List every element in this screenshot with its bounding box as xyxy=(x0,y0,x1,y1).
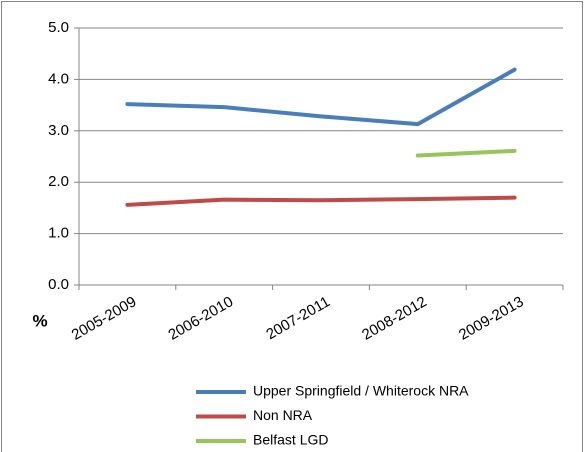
x-tick-label: 2008-2012 xyxy=(359,293,430,344)
y-axis-label: % xyxy=(32,311,47,330)
series-line xyxy=(125,195,517,207)
x-tick-label: 2006-2010 xyxy=(166,293,237,344)
y-tick-label: 5.0 xyxy=(48,19,69,36)
y-tick-label: 2.0 xyxy=(48,173,69,190)
series-line xyxy=(125,67,517,127)
x-tick-label: 2009-2013 xyxy=(456,293,527,344)
y-tick-label: 0.0 xyxy=(48,276,69,293)
x-tick-label: 2005-2009 xyxy=(69,293,140,344)
x-tick-label: 2007-2011 xyxy=(263,293,333,343)
legend-label: Upper Springfield / Whiterock NRA xyxy=(253,383,469,399)
y-tick-label: 4.0 xyxy=(48,70,69,87)
legend-label: Belfast LGD xyxy=(253,432,328,448)
legend-label: Non NRA xyxy=(253,407,313,423)
y-tick-label: 1.0 xyxy=(48,225,69,242)
series-line xyxy=(415,148,517,158)
y-tick-label: 3.0 xyxy=(48,122,69,139)
